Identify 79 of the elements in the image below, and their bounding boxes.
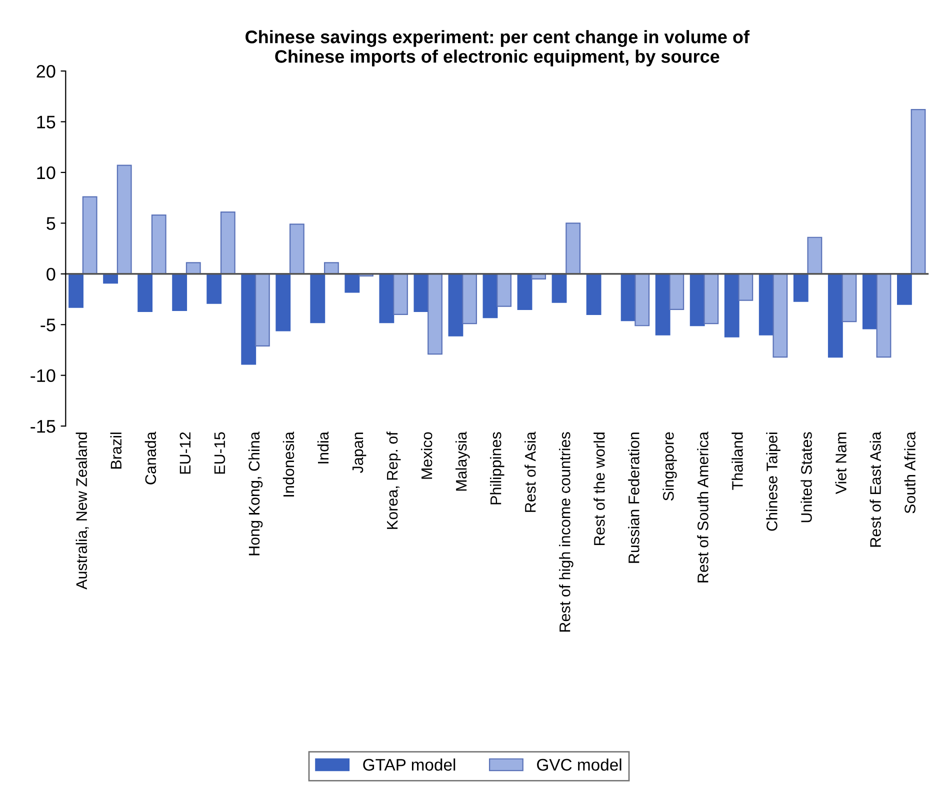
bar [738,273,754,301]
bar [910,109,926,274]
x-tick-label: Rest of Asia [524,432,536,512]
y-tick-label: -10 [30,369,56,382]
bar [276,273,291,332]
bar [828,273,843,358]
x-tick-label: Viet Nam [835,432,846,494]
bar [482,273,498,318]
y-tick-label: -5 [40,318,56,332]
bar [344,273,360,293]
legend-label: GVC model [537,758,622,771]
y-tick-label: 10 [37,166,56,180]
x-tick-label: Chinese Taipei [766,432,780,531]
bar [324,262,339,274]
bar [448,273,464,336]
bar [552,273,567,303]
bar [793,273,808,302]
bar [379,273,394,324]
x-tick-label: Canada [144,432,156,484]
bar [414,273,429,312]
bar [428,273,442,355]
x-tick-label: Brazil [110,432,122,469]
bar [172,273,188,311]
bar [82,196,98,274]
x-tick-label: Singapore [662,432,677,501]
y-tick-label: 20 [36,64,56,78]
x-tick-label: Rest of high income countries [559,432,574,632]
bar [669,273,684,310]
bar [186,262,201,274]
bar [566,222,581,274]
bar [772,273,788,358]
x-tick-label: Rest of the world [594,432,605,545]
x-tick-label: Philippines [490,432,504,504]
bar [807,236,822,274]
bar [842,273,857,322]
x-tick-label: Australia, New Zealand [76,432,89,590]
x-tick-label: Indonesia [282,432,294,496]
bar [68,273,84,308]
bar [151,214,166,274]
legend-label: GTAP model [363,758,456,771]
x-tick-label: Russian Federation [628,432,640,563]
bar [116,164,132,274]
bar [897,273,912,305]
x-tick-label: Korea, Rep. of [386,432,401,529]
x-tick-label: India [317,432,329,464]
bar [220,211,236,274]
bar [634,273,650,326]
bar [517,273,532,310]
bar [462,273,477,324]
y-tick-label: 0 [46,268,56,281]
bar [862,273,878,330]
bar [254,273,270,346]
y-tick-label: 15 [37,116,56,128]
x-tick-label: South Africa [904,432,916,514]
bar [586,273,602,316]
x-tick-label: Malaysia [456,432,470,491]
y-tick-label: -15 [30,420,56,433]
bar [289,224,304,274]
bar [393,273,408,316]
y-tick-label: 5 [46,217,56,230]
x-tick-label: Thailand [732,432,743,490]
x-tick-label: Japan [352,432,366,473]
x-tick-label: EU-15 [214,432,226,474]
bar [876,273,892,358]
x-tick-label: Hong Kong, China [248,432,263,556]
bar [138,273,153,312]
bar [496,273,512,307]
x-tick-label: EU-12 [180,432,191,474]
bar [241,273,256,365]
bar [310,273,326,324]
bar [704,273,719,324]
x-tick-label: Mexico [420,432,432,479]
chart-title: Chinese savings experiment: per cent change in volume of Chinese imports of electronic equipment, by source [246,30,750,66]
bar [655,273,670,336]
bar [724,273,740,338]
x-tick-label: Rest of South America [697,432,708,582]
x-tick-label: Rest of East Asia [870,432,881,547]
x-tick-label: United States [800,432,812,522]
bar [206,273,222,304]
